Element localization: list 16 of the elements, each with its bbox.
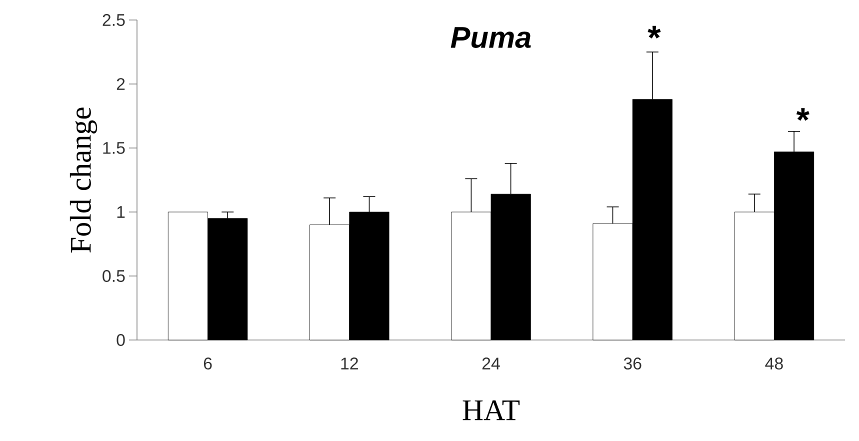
y-tick-label: 1.5 bbox=[103, 142, 125, 154]
annotation: * bbox=[796, 108, 810, 121]
x-tick-label: 48 bbox=[765, 358, 783, 370]
x-axis-title: HAT bbox=[462, 400, 520, 420]
y-tick-label: 1 bbox=[117, 206, 125, 218]
annotation: * bbox=[648, 26, 661, 38]
x-tick-label: 6 bbox=[204, 358, 212, 370]
x-tick-label: 36 bbox=[624, 358, 642, 370]
y-tick-label: 2.5 bbox=[102, 14, 125, 26]
chart-title: Puma bbox=[450, 27, 531, 48]
x-tick-label: 24 bbox=[482, 358, 500, 370]
y-axis-title: Fold change bbox=[70, 108, 98, 253]
x-tick-label: 12 bbox=[341, 358, 358, 370]
y-tick-label: 0 bbox=[116, 334, 125, 346]
y-tick-label: 2 bbox=[116, 78, 125, 90]
y-tick-label: 0.5 bbox=[102, 270, 125, 282]
